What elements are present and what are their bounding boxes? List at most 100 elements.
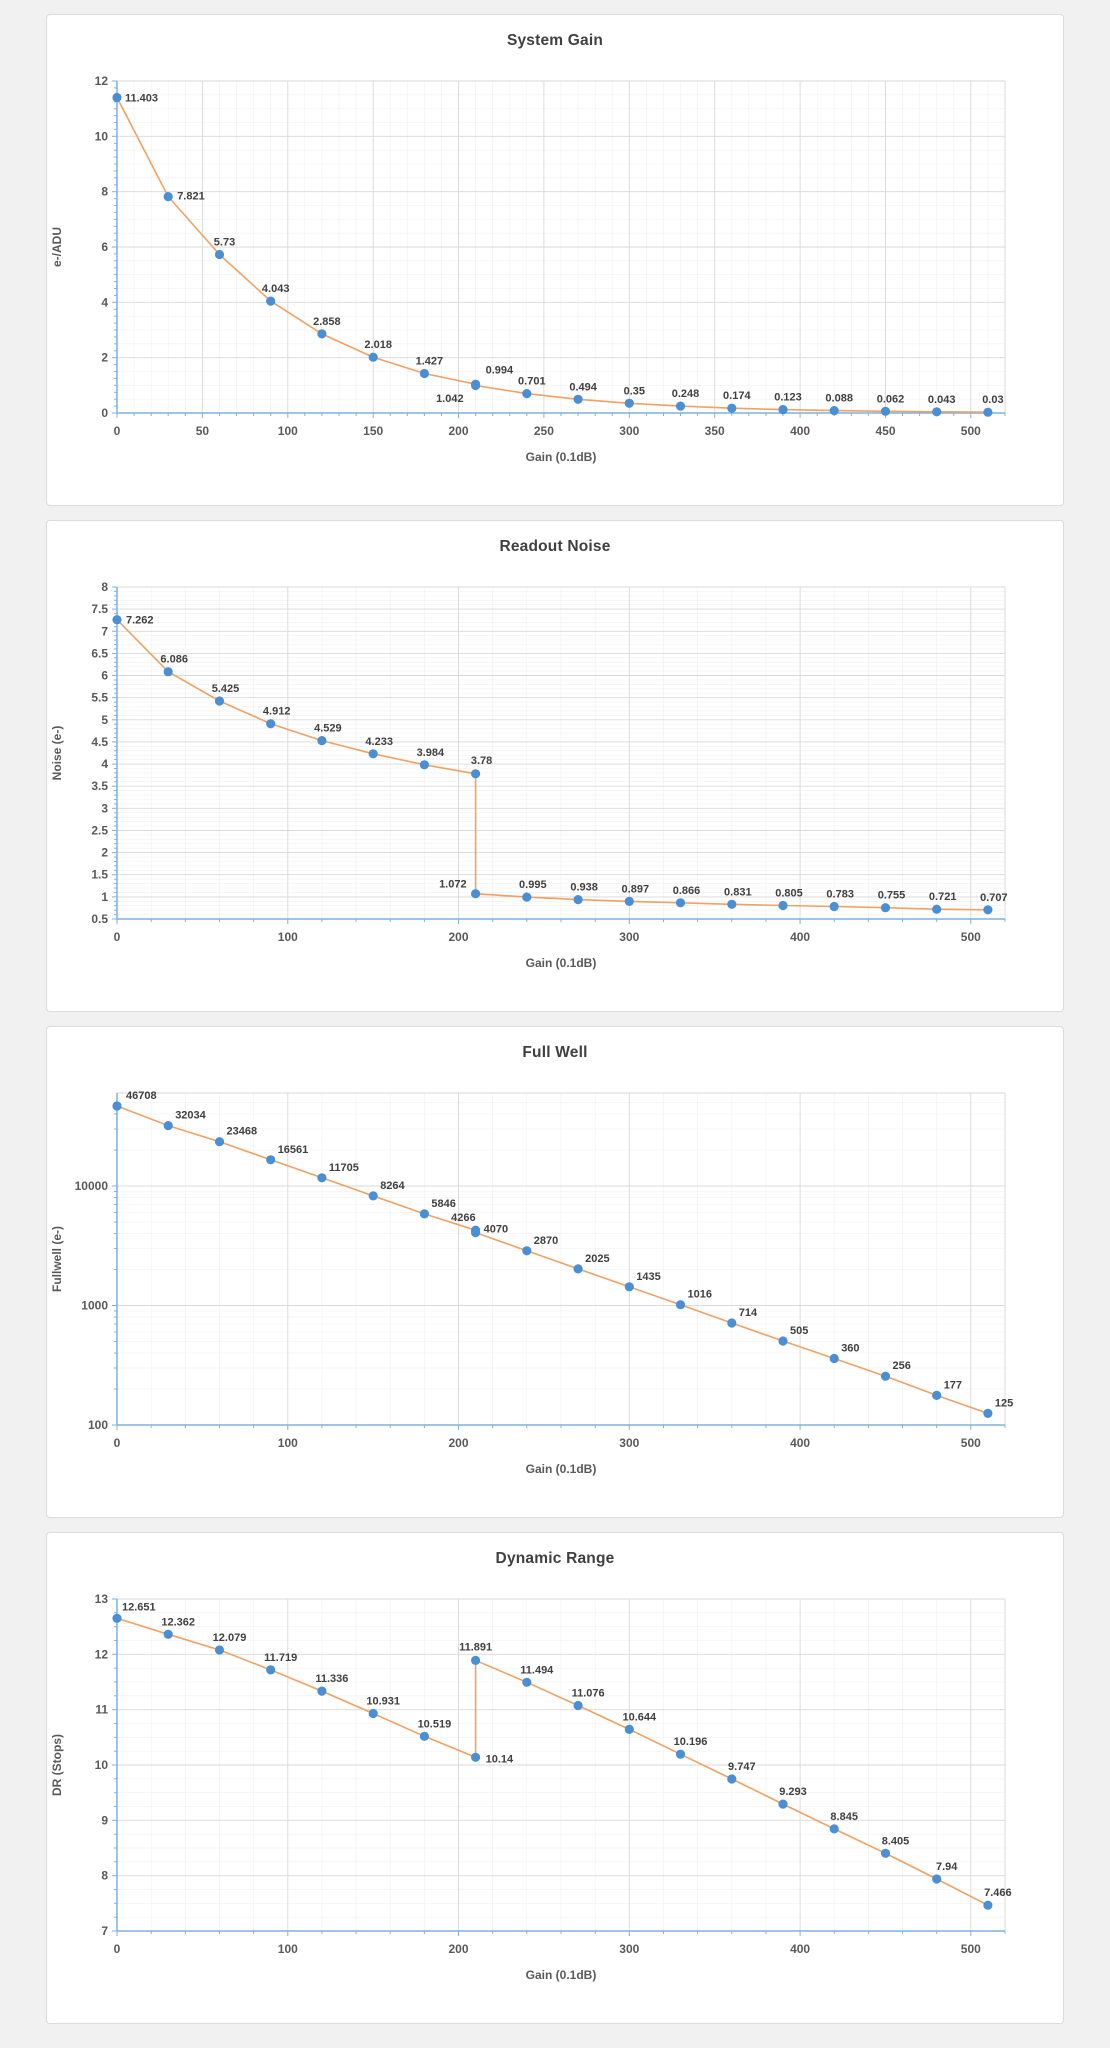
svg-text:714: 714 [739, 1307, 758, 1319]
svg-text:1.5: 1.5 [91, 868, 108, 882]
svg-text:0.707: 0.707 [980, 892, 1008, 904]
svg-text:DR (Stops): DR (Stops) [50, 1734, 64, 1796]
svg-text:4.529: 4.529 [314, 723, 342, 735]
svg-text:50: 50 [196, 424, 210, 438]
svg-text:1016: 1016 [688, 1289, 712, 1301]
svg-text:12: 12 [95, 1647, 109, 1661]
svg-text:100: 100 [278, 930, 298, 944]
svg-text:300: 300 [619, 1436, 639, 1450]
svg-text:400: 400 [790, 1436, 810, 1450]
svg-text:256: 256 [893, 1360, 911, 1372]
svg-text:2025: 2025 [585, 1253, 609, 1265]
svg-text:12: 12 [95, 74, 109, 88]
svg-text:0.805: 0.805 [775, 888, 803, 900]
svg-text:9: 9 [101, 1813, 108, 1827]
svg-text:3: 3 [101, 801, 108, 815]
svg-text:100: 100 [278, 1436, 298, 1450]
svg-text:1.042: 1.042 [436, 393, 464, 405]
svg-text:8: 8 [101, 1869, 108, 1883]
svg-text:7: 7 [101, 1924, 108, 1938]
svg-text:7.466: 7.466 [984, 1887, 1012, 1899]
svg-text:4.233: 4.233 [365, 736, 393, 748]
svg-text:11.076: 11.076 [572, 1688, 605, 1700]
plot-dynamic-range: 0 100 200 300 400 500 7 8 9 10 11 12 13 Gain (0.1dB) D… [50, 1592, 1012, 1982]
svg-text:0.721: 0.721 [929, 891, 957, 903]
svg-text:11.494: 11.494 [520, 1664, 554, 1676]
svg-text:11.336: 11.336 [315, 1673, 348, 1685]
svg-text:2: 2 [101, 351, 108, 365]
svg-text:4070: 4070 [484, 1224, 508, 1236]
svg-text:0.03: 0.03 [982, 394, 1003, 406]
svg-text:10.196: 10.196 [674, 1736, 708, 1748]
svg-text:10.14: 10.14 [486, 1753, 514, 1765]
svg-text:0.088: 0.088 [825, 393, 853, 405]
svg-text:500: 500 [961, 1942, 981, 1956]
svg-text:5.425: 5.425 [212, 683, 240, 695]
svg-text:32034: 32034 [175, 1110, 206, 1122]
svg-text:0.494: 0.494 [569, 381, 597, 393]
svg-text:3.984: 3.984 [417, 747, 445, 759]
svg-text:0.783: 0.783 [826, 889, 854, 901]
svg-text:8264: 8264 [380, 1180, 405, 1192]
svg-text:12.651: 12.651 [122, 1601, 156, 1613]
svg-text:0.5: 0.5 [91, 912, 108, 926]
svg-text:8.405: 8.405 [882, 1835, 910, 1847]
plot-system-gain: 0 50 100 150 200 250 300 350 400 450 500 0 2 4 6 8 10 12 G… [50, 74, 1006, 464]
svg-text:6: 6 [101, 240, 108, 254]
svg-text:12.079: 12.079 [213, 1632, 247, 1644]
chart-panel-dynamic-range: Dynamic Range 0 100 200 300 400 500 7 8 9 10 11 12 1… [46, 1532, 1064, 2024]
svg-text:1.072: 1.072 [439, 879, 467, 891]
svg-text:8: 8 [101, 185, 108, 199]
chart-panel-readout-noise: Readout Noise 0 100 200 300 400 500 0.5 1 1.5 2 2.… [46, 520, 1064, 1012]
svg-text:300: 300 [619, 1942, 639, 1956]
svg-text:23468: 23468 [227, 1126, 258, 1138]
chart-title-system-gain: System Gain [506, 32, 604, 49]
svg-text:0.755: 0.755 [878, 890, 906, 902]
svg-text:10000: 10000 [75, 1179, 109, 1193]
svg-text:13: 13 [95, 1592, 109, 1606]
svg-text:1: 1 [101, 890, 108, 904]
svg-text:505: 505 [790, 1325, 808, 1337]
svg-text:0.938: 0.938 [570, 882, 598, 894]
svg-text:0: 0 [114, 424, 121, 438]
svg-text:350: 350 [705, 424, 725, 438]
svg-text:300: 300 [619, 930, 639, 944]
svg-text:Gain (0.1dB): Gain (0.1dB) [526, 956, 597, 970]
svg-text:400: 400 [790, 930, 810, 944]
svg-text:16561: 16561 [278, 1144, 309, 1156]
svg-text:5846: 5846 [431, 1198, 455, 1210]
svg-text:Gain (0.1dB): Gain (0.1dB) [526, 1462, 597, 1476]
svg-text:7.5: 7.5 [91, 602, 108, 616]
plot-readout-noise: 0 100 200 300 400 500 0.5 1 1.5 2 2.5 3 3.5 4 4.5 5 5.5 6… [50, 580, 1008, 970]
svg-text:250: 250 [534, 424, 554, 438]
chart-title-dynamic-range: Dynamic Range [495, 1550, 615, 1567]
svg-text:12.362: 12.362 [161, 1616, 195, 1628]
svg-text:2.5: 2.5 [91, 824, 108, 838]
chart-title-full-well: Full Well [522, 1044, 588, 1061]
svg-text:0: 0 [101, 406, 108, 420]
svg-text:4.5: 4.5 [91, 735, 108, 749]
svg-text:0.123: 0.123 [774, 392, 802, 404]
svg-text:7: 7 [101, 624, 108, 638]
svg-text:1.427: 1.427 [416, 356, 444, 368]
svg-text:11.403: 11.403 [125, 93, 158, 105]
svg-text:7.94: 7.94 [936, 1861, 958, 1873]
svg-text:4.912: 4.912 [263, 706, 291, 718]
svg-text:10.931: 10.931 [366, 1696, 400, 1708]
svg-text:450: 450 [875, 424, 895, 438]
svg-text:3.78: 3.78 [471, 755, 492, 767]
svg-text:4266: 4266 [451, 1212, 475, 1224]
svg-text:0.897: 0.897 [622, 883, 650, 895]
svg-text:5: 5 [101, 713, 108, 727]
chart-panel-system-gain: System Gain 0 50 100 150 200 250 300 350 400 450 5… [46, 14, 1064, 506]
svg-text:0.994: 0.994 [486, 365, 514, 377]
chart-panel-full-well: Full Well 0 100 200 300 400 500 100 1000 10000 Ga… [46, 1026, 1064, 1518]
svg-text:10: 10 [95, 129, 109, 143]
svg-text:400: 400 [790, 1942, 810, 1956]
svg-text:0: 0 [114, 930, 121, 944]
svg-text:3.5: 3.5 [91, 779, 108, 793]
svg-text:5.5: 5.5 [91, 691, 108, 705]
svg-text:2: 2 [101, 846, 108, 860]
svg-text:0: 0 [114, 1436, 121, 1450]
